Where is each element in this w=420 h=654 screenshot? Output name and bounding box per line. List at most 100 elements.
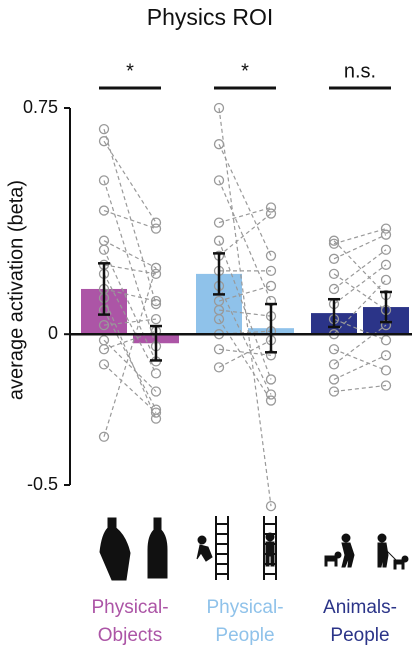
subject-point xyxy=(328,344,340,355)
subject-link xyxy=(333,264,387,305)
subject-point xyxy=(328,268,340,280)
y-tick-label: 0 xyxy=(48,323,58,343)
subject-link xyxy=(218,240,272,380)
subject-point xyxy=(265,395,277,406)
group-label: People xyxy=(215,625,274,646)
error-bar xyxy=(213,252,225,296)
subject-point xyxy=(265,265,277,277)
subject-point xyxy=(150,217,162,228)
group-label: People xyxy=(330,625,389,646)
subject-link xyxy=(218,318,272,401)
subject-point xyxy=(213,217,225,228)
subject-point xyxy=(213,362,225,373)
subject-link xyxy=(103,209,157,230)
subject-point xyxy=(98,123,110,135)
subject-point xyxy=(380,350,392,361)
subject-link xyxy=(333,240,387,296)
subject-point xyxy=(265,374,277,385)
subject-link xyxy=(218,285,272,395)
group-label: Animals- xyxy=(323,597,397,618)
subject-point xyxy=(380,259,392,270)
icons xyxy=(99,516,409,581)
error-bar xyxy=(265,302,277,354)
subject-point xyxy=(328,283,340,295)
subject-link xyxy=(218,180,272,302)
subject-link xyxy=(333,348,387,371)
subject-point xyxy=(328,253,340,264)
subject-point xyxy=(150,413,162,424)
subject-link xyxy=(333,249,387,290)
subject-link xyxy=(218,339,272,368)
group-label: Physical- xyxy=(91,597,168,618)
subject-point xyxy=(265,280,277,292)
subject-point xyxy=(213,175,225,186)
subject-link xyxy=(333,228,387,245)
subject-point xyxy=(150,268,162,280)
subject-point xyxy=(98,136,110,147)
subject-point xyxy=(98,244,110,255)
subject-point xyxy=(380,365,392,376)
subject-point xyxy=(98,344,110,355)
subject-point xyxy=(213,344,225,355)
subject-point xyxy=(380,229,392,240)
y-tick-label: 0.75 xyxy=(23,97,58,117)
subject-point xyxy=(380,335,392,346)
bottle-icon xyxy=(99,517,131,581)
chart-title: Physics ROI xyxy=(147,4,274,30)
bottle-icon xyxy=(147,517,168,579)
subject-point xyxy=(265,389,277,400)
subject-point xyxy=(265,208,277,219)
subject-point xyxy=(150,407,162,418)
y-tick-label: -0.5 xyxy=(27,474,58,494)
person-dog-icon xyxy=(324,533,355,568)
subject-link xyxy=(103,140,157,223)
error-bar xyxy=(328,297,340,329)
subject-link xyxy=(103,264,157,275)
subject-link xyxy=(218,309,272,317)
subject-link xyxy=(103,240,157,269)
subject-point xyxy=(98,175,110,186)
subject-point xyxy=(213,102,225,114)
subject-point xyxy=(328,238,340,249)
subject-point xyxy=(380,223,392,234)
subject-link xyxy=(103,318,157,326)
subject-point xyxy=(328,235,340,246)
subject-link xyxy=(333,279,387,335)
subject-link xyxy=(218,206,272,224)
significance-label: * xyxy=(241,60,249,82)
subject-point xyxy=(380,380,392,391)
subject-point xyxy=(150,386,162,397)
subject-point xyxy=(265,500,277,512)
subject-link xyxy=(103,288,157,302)
subject-point xyxy=(328,386,340,397)
subject-link xyxy=(333,234,387,260)
subject-link xyxy=(333,318,387,341)
group-label: Objects xyxy=(98,625,162,646)
subject-point xyxy=(150,313,162,325)
error-bar xyxy=(380,290,392,324)
subject-link xyxy=(103,180,157,347)
subject-link xyxy=(218,107,272,507)
subject-point xyxy=(265,250,277,261)
subject-point xyxy=(213,139,225,150)
subject-link xyxy=(103,273,157,374)
subject-link xyxy=(218,348,272,356)
group-label: Physical- xyxy=(206,597,283,618)
subject-link xyxy=(103,309,157,410)
subject-point xyxy=(150,298,162,310)
subject-point xyxy=(328,374,340,385)
significance-label: n.s. xyxy=(344,60,376,82)
subject-link xyxy=(333,384,387,393)
subject-point xyxy=(150,223,162,234)
subject-link xyxy=(333,354,387,380)
subject-link xyxy=(103,297,157,419)
subject-point xyxy=(265,202,277,213)
subject-point xyxy=(380,244,392,255)
subject-point xyxy=(150,368,162,379)
subject-point xyxy=(98,431,110,442)
significance-label: * xyxy=(126,60,134,82)
subject-link xyxy=(103,339,157,392)
subject-point xyxy=(328,359,340,370)
subject-point xyxy=(98,320,110,331)
